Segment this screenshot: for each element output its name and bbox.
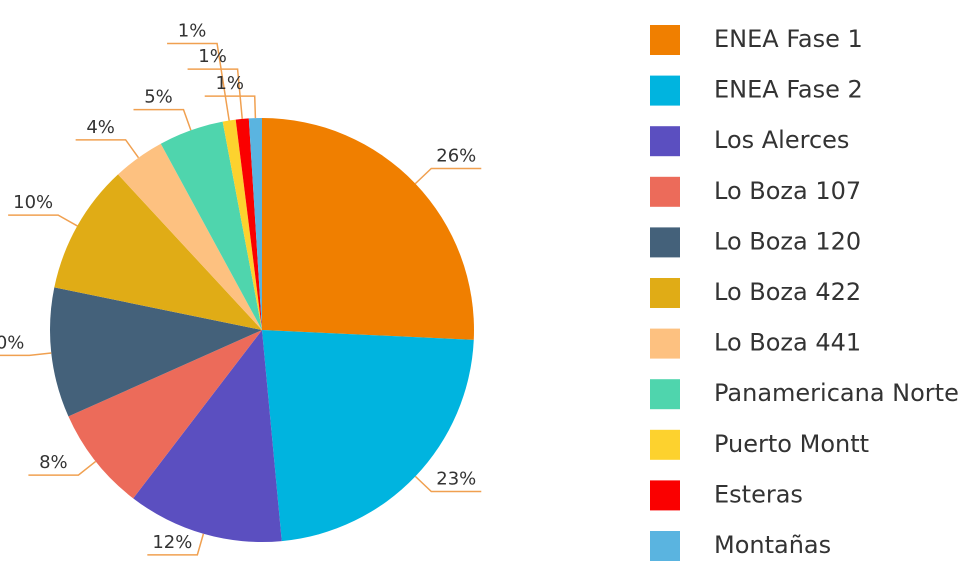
data-label: 5% <box>144 87 173 108</box>
legend-label: Lo Boza 120 <box>714 227 861 255</box>
leader-line <box>204 95 257 119</box>
legend-label: Lo Boza 422 <box>714 278 861 306</box>
data-label: 23% <box>436 469 476 490</box>
legend-label: Puerto Montt <box>714 430 869 458</box>
leader-line <box>8 214 78 227</box>
legend-swatch <box>650 227 680 258</box>
pie-slice <box>118 143 262 330</box>
pie-slice <box>222 119 262 330</box>
leader-line <box>147 533 205 556</box>
data-label: 1% <box>215 73 244 94</box>
leader-line <box>75 139 140 159</box>
legend-swatch <box>650 25 680 55</box>
legend-label: ENEA Fase 2 <box>714 76 863 104</box>
data-label: 4% <box>86 117 115 138</box>
legend-label: Lo Boza 441 <box>714 329 861 357</box>
leader-line <box>414 475 482 493</box>
legend-swatch <box>650 126 680 157</box>
legend-label: Lo Boza 107 <box>714 177 861 205</box>
legend-swatch <box>650 531 680 561</box>
data-label: 10% <box>13 192 53 213</box>
pie-slice <box>262 118 474 340</box>
legend-label: Panamericana Norte <box>714 379 959 407</box>
legend-label: Montañas <box>714 531 831 559</box>
data-label: 12% <box>152 532 192 553</box>
data-label: 8% <box>39 452 68 473</box>
legend-swatch <box>650 379 680 410</box>
pie-slice <box>262 330 474 542</box>
data-label: 10% <box>0 332 24 353</box>
legend-swatch <box>650 75 680 106</box>
leader-line <box>167 42 230 121</box>
leader-line <box>28 460 97 476</box>
legend-swatch <box>650 176 680 207</box>
legend-swatch <box>650 278 680 308</box>
legend-label: Esteras <box>714 480 803 508</box>
legend-swatch <box>650 429 680 460</box>
pie-slice <box>248 118 262 330</box>
legend-swatch <box>650 480 680 511</box>
leader-line <box>414 167 482 185</box>
pie-slice <box>50 287 262 417</box>
pie-slice <box>133 330 282 542</box>
pie-slice <box>54 174 262 330</box>
legend-swatch <box>650 328 680 359</box>
legend-label: ENEA Fase 1 <box>714 25 863 53</box>
pie-slice <box>235 118 262 330</box>
leader-line <box>0 352 52 357</box>
legend-label: Los Alerces <box>714 126 849 154</box>
data-label: 1% <box>178 21 207 42</box>
pie-slice <box>68 330 262 499</box>
leader-line <box>133 108 192 131</box>
data-label: 26% <box>436 145 476 166</box>
pie-slice <box>160 121 262 330</box>
leader-line <box>187 68 243 119</box>
data-label: 1% <box>198 46 227 67</box>
